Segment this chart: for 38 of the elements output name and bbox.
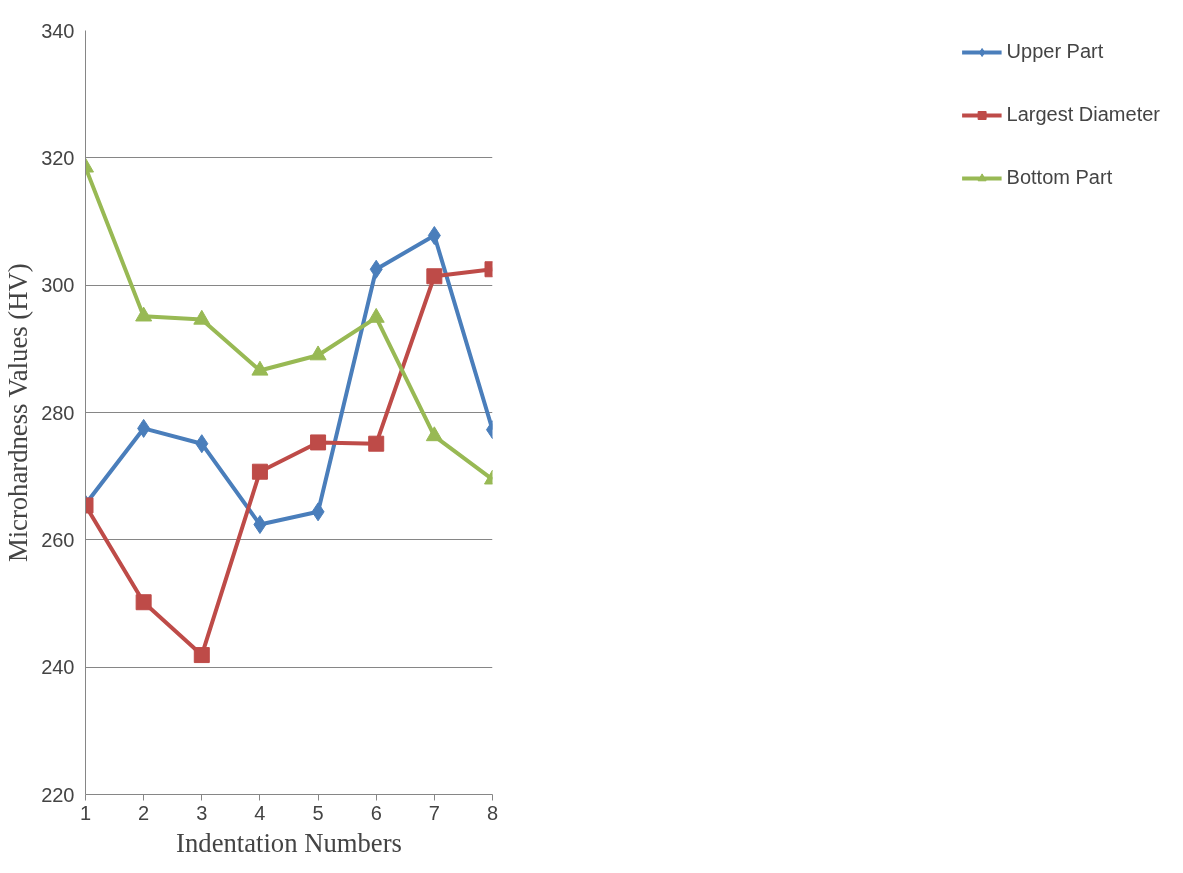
point <box>135 594 152 611</box>
point <box>137 418 151 438</box>
point <box>427 226 441 246</box>
x-tick-label: 8 <box>486 801 499 824</box>
point <box>251 360 269 376</box>
x-axis-title: Indentation Numbers <box>176 827 402 858</box>
x-tick-label: 2 <box>138 801 150 824</box>
point <box>310 434 327 451</box>
point <box>309 345 327 361</box>
legend-label: Upper Part <box>1006 40 1104 63</box>
point <box>135 306 153 322</box>
legend-label: Bottom Part <box>1006 166 1113 189</box>
x-tick-label: 6 <box>370 801 382 824</box>
point <box>367 307 385 323</box>
point <box>368 435 385 452</box>
x-tick-label: 4 <box>254 801 266 824</box>
point <box>253 515 267 535</box>
y-tick-label: 220 <box>41 783 75 806</box>
point <box>425 426 443 442</box>
y-tick-label: 320 <box>41 146 75 169</box>
x-tick-label: 1 <box>79 801 92 824</box>
y-tick-label: 280 <box>41 401 75 424</box>
y-tick-label: 300 <box>41 274 75 297</box>
point <box>195 434 209 454</box>
x-tick-label: 7 <box>428 801 440 824</box>
point <box>369 259 383 279</box>
y-tick-label: 260 <box>41 528 75 551</box>
x-tick-label: 3 <box>196 801 208 824</box>
point <box>193 647 210 664</box>
y-tick-label: 240 <box>41 656 75 679</box>
point <box>311 502 325 522</box>
x-tick-label: 5 <box>312 801 324 824</box>
point <box>193 309 211 325</box>
point <box>251 463 268 480</box>
y-axis-title: Microhardness Values (HV) <box>3 263 34 563</box>
legend-label: Largest Diameter <box>1006 103 1160 126</box>
point <box>426 268 443 285</box>
y-tick-label: 340 <box>41 19 75 42</box>
